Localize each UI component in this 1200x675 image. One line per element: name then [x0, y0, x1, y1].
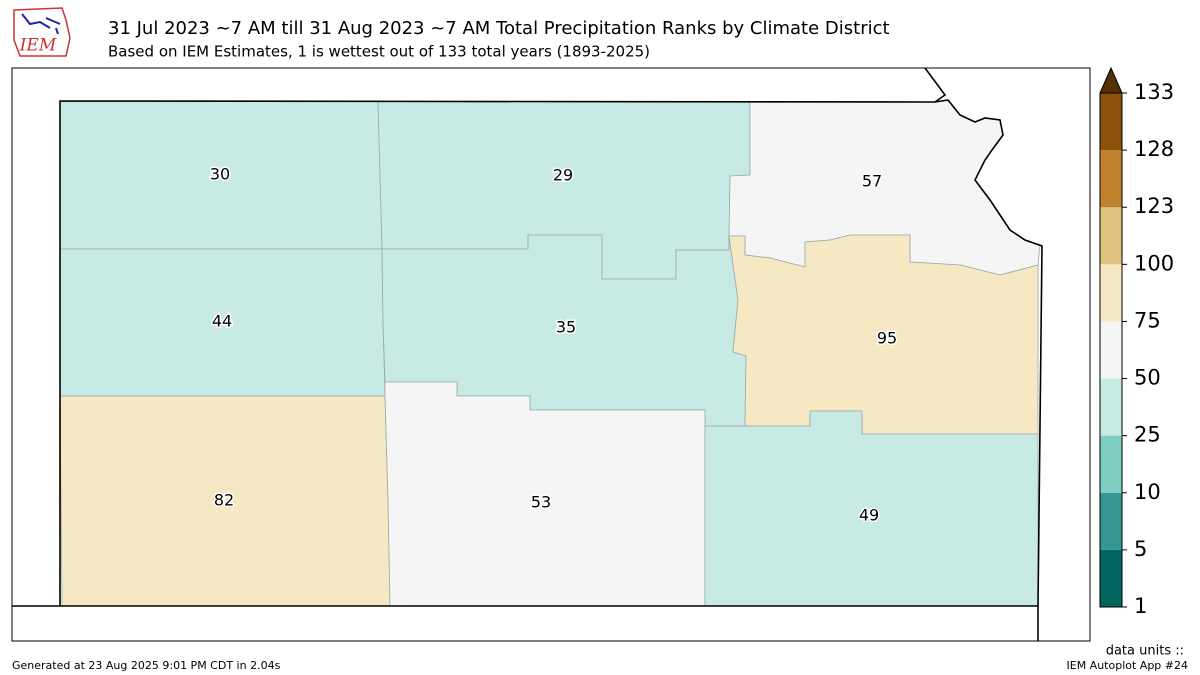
logo: IEM [13, 7, 71, 57]
colorbar-bin [1100, 549, 1122, 607]
district-rank: 49 [859, 506, 879, 525]
colorbar-tick-label: 5 [1134, 537, 1147, 561]
logo-text: IEM [19, 36, 57, 56]
districts: 30 29 57 44 35 95 82 53 49 [59, 99, 1041, 607]
colorbar-tick-label: 128 [1134, 137, 1174, 161]
colorbar-tick-label: 1 [1134, 594, 1147, 618]
colorbar-bin [1100, 150, 1122, 208]
logo-icon [21, 13, 61, 35]
colorbar-bin [1100, 93, 1122, 151]
colorbar-bin [1100, 321, 1122, 379]
climate-district [728, 234, 1039, 435]
colorbar-tick-label: 75 [1134, 308, 1161, 332]
colorbar-tick-label: 133 [1134, 80, 1174, 104]
colorbar-bin [1100, 207, 1122, 265]
colorbar-bin [1100, 264, 1122, 322]
district-rank: 29 [553, 166, 573, 185]
subtitle: Based on IEM Estimates, 1 is wettest out… [108, 43, 650, 61]
colorbar-tick-label: 25 [1134, 423, 1161, 447]
state-border [12, 67, 1043, 641]
footer-left: Generated at 23 Aug 2025 9:01 PM CDT in … [12, 659, 281, 672]
district-rank: 53 [531, 493, 551, 512]
colorbar-bin [1100, 378, 1122, 436]
district-rank: 82 [214, 491, 234, 510]
district-rank: 95 [877, 329, 897, 348]
units-label: data units :: [1106, 644, 1184, 659]
colorbar-tick-label: 10 [1134, 480, 1161, 504]
district-rank: 35 [556, 318, 576, 337]
district-rank: 30 [210, 165, 230, 184]
colorbar-bin [1100, 492, 1122, 550]
district-rank: 57 [862, 172, 882, 191]
colorbar: 1 5 10 25 50 75 100 123 128 133 [1099, 66, 1174, 618]
colorbar-tick-label: 100 [1134, 251, 1174, 275]
footer-right: IEM Autoplot App #24 [1067, 659, 1189, 672]
colorbar-tick-label: 123 [1134, 194, 1174, 218]
colorbar-extension [1099, 66, 1123, 94]
colorbar-tick-label: 50 [1134, 366, 1161, 390]
colorbar-frame [1099, 92, 1123, 608]
district-rank: 44 [212, 312, 232, 331]
title: 31 Jul 2023 ~7 AM till 31 Aug 2023 ~7 AM… [108, 18, 890, 39]
colorbar-bin [1100, 435, 1122, 493]
climate-district [384, 381, 706, 607]
logo-outline [13, 7, 71, 57]
